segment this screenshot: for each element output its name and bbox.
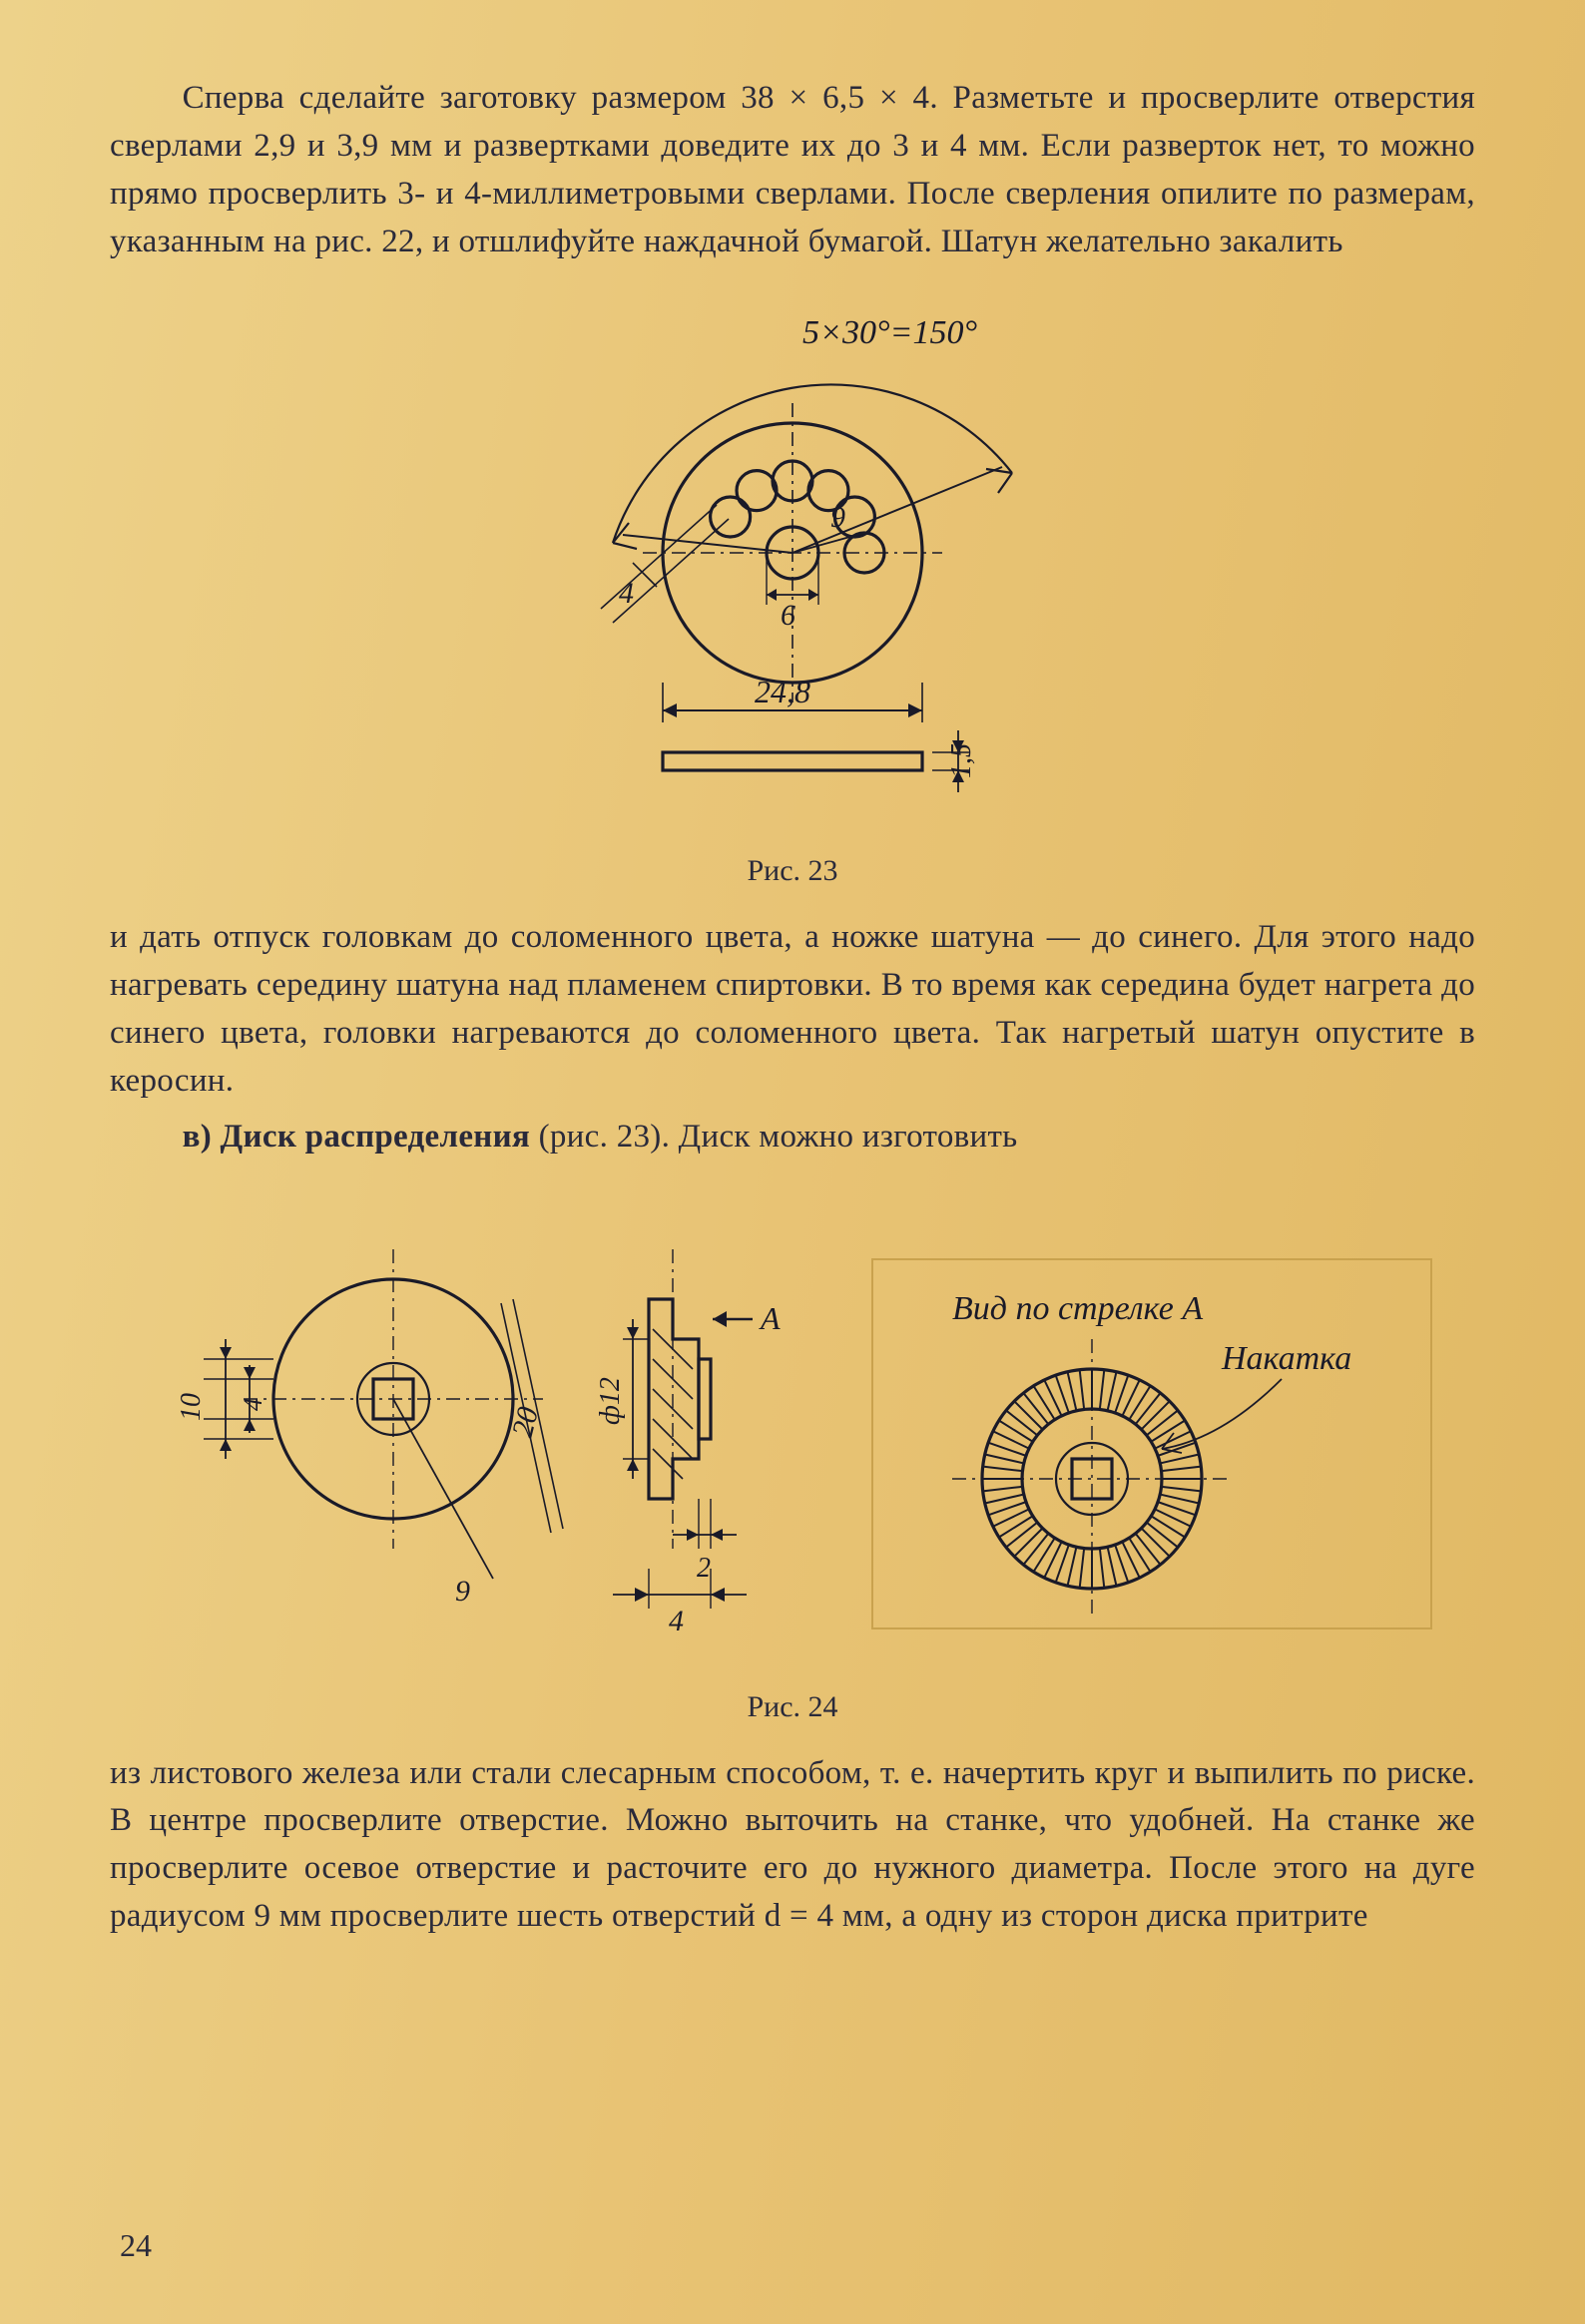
fig24-dim-20: 20 <box>506 1403 545 1440</box>
fig24-label-view: Вид по стрелке А <box>952 1290 1203 1327</box>
fig24-arrow-A: A <box>759 1300 781 1336</box>
paragraph-1: Сперва сделайте заготовку размером 38 × … <box>110 75 1475 265</box>
fig24-dim-10: 10 <box>176 1393 207 1421</box>
fig23-radius-label: 9 <box>830 501 845 534</box>
figure-24: 10 4 9 20 <box>134 1189 1451 1668</box>
fig23-outer-width: 24,8 <box>755 674 810 709</box>
figure-23: 5×30°=150° 9 4 <box>473 293 1112 832</box>
page: Сперва сделайте заготовку размером 38 × … <box>0 0 1585 2324</box>
fig24-dim-9: 9 <box>455 1575 470 1608</box>
page-number: 24 <box>120 2227 152 2264</box>
fig24-caption: Рис. 24 <box>110 1690 1475 1724</box>
fig24-label-knurl: Накатка <box>1221 1340 1351 1377</box>
fig23-caption: Рис. 23 <box>110 854 1475 888</box>
paragraph-4: из листового железа или стали слесарным … <box>110 1750 1475 1941</box>
paragraph-3-lead: в) Диск распределения <box>183 1119 530 1155</box>
fig23-arc-label: 5×30°=150° <box>802 314 977 351</box>
paragraph-2: и дать отпуск головкам до соломенного цв… <box>110 914 1475 1105</box>
fig23-center-dia: 6 <box>781 599 795 632</box>
fig24-dim-4v: 4 <box>239 1398 267 1411</box>
fig24-dim-4h: 4 <box>669 1605 684 1637</box>
paragraph-3: в) Диск распределения (рис. 23). Диск мо… <box>110 1114 1475 1162</box>
fig24-dim-2: 2 <box>697 1553 711 1584</box>
fig23-dim-4: 4 <box>619 577 634 610</box>
paragraph-3-rest: (рис. 23). Диск можно изготовить <box>530 1119 1017 1155</box>
fig24-dim-phi12: ф12 <box>595 1377 626 1425</box>
fig23-thickness: 1,5 <box>946 743 977 778</box>
